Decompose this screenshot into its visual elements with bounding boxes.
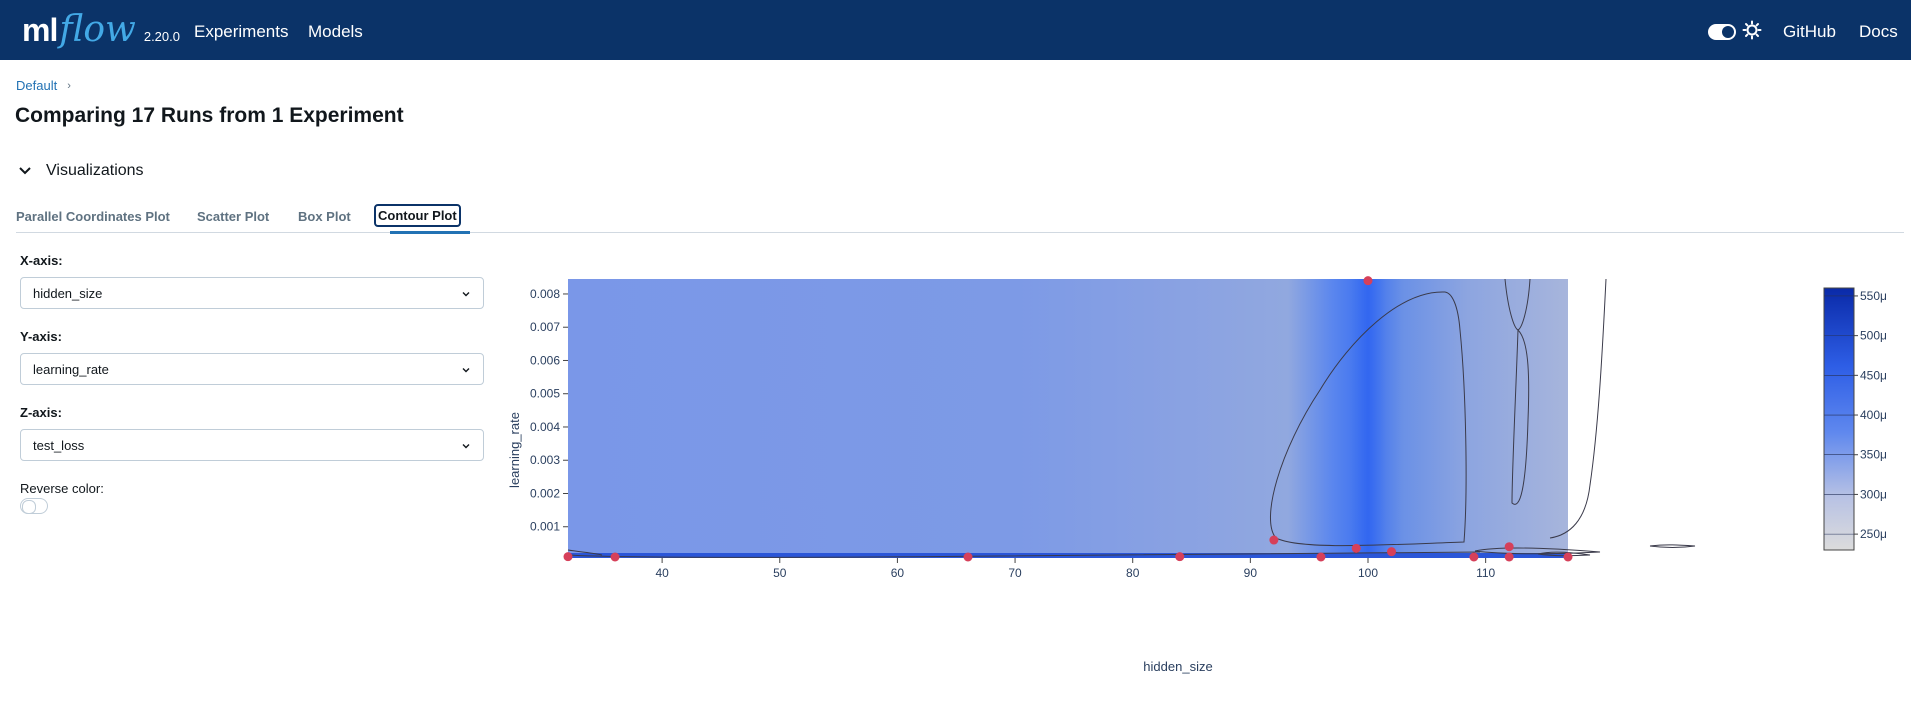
active-tab-underline: [390, 231, 470, 234]
colorbar-label: 500μ: [1860, 329, 1887, 343]
run-point[interactable]: [963, 552, 973, 562]
chevron-down-icon: [462, 444, 470, 449]
mlflow-logo[interactable]: ml flow 2.20.0: [22, 8, 180, 52]
reverse-color-switch[interactable]: [20, 498, 48, 514]
visualizations-section-header[interactable]: Visualizations: [16, 162, 144, 180]
contour-fill: [568, 279, 1568, 558]
y-tick-label: 0.008: [530, 287, 560, 301]
y-axis-label: Y-axis:: [20, 329, 62, 344]
tab-scatter-plot[interactable]: Scatter Plot: [197, 209, 270, 224]
y-tick-label: 0.006: [530, 353, 560, 367]
z-axis-select[interactable]: test_loss: [20, 429, 484, 461]
nav-models-link[interactable]: Models: [308, 22, 363, 41]
page-title: Comparing 17 Runs from 1 Experiment: [15, 104, 404, 127]
section-title: Visualizations: [46, 162, 144, 179]
run-point[interactable]: [1563, 552, 1573, 562]
contour-line: [1649, 544, 1696, 548]
y-axis-select[interactable]: learning_rate: [20, 353, 484, 385]
sun-icon[interactable]: [1742, 20, 1762, 40]
z-axis-value: test_loss: [33, 438, 85, 453]
colorbar-label: 350μ: [1860, 448, 1887, 462]
chevron-down-icon[interactable]: [16, 162, 34, 180]
breadcrumb-separator: ›: [67, 79, 71, 92]
tab-parallel-coordinates[interactable]: Parallel Coordinates Plot: [16, 209, 170, 224]
contour-line: [567, 551, 1481, 558]
docs-link[interactable]: Docs: [1859, 22, 1898, 41]
logo-flow-text: flow: [59, 9, 136, 50]
run-point[interactable]: [1175, 552, 1185, 562]
chevron-down-icon: [462, 292, 470, 297]
x-axis-select[interactable]: hidden_size: [20, 277, 484, 309]
run-point[interactable]: [563, 552, 573, 562]
contour-line: [1549, 278, 1607, 539]
y-axis-title: learning_rate: [507, 412, 522, 488]
run-point[interactable]: [610, 552, 620, 562]
y-tick-label: 0.001: [530, 520, 560, 534]
colorbar-label: 400μ: [1860, 408, 1887, 422]
x-tick-label: 60: [891, 566, 905, 580]
x-axis-title: hidden_size: [1143, 659, 1212, 674]
run-point[interactable]: [1351, 543, 1361, 553]
theme-toggle[interactable]: [1708, 24, 1736, 40]
run-point[interactable]: [1363, 276, 1373, 286]
contour-line: [567, 549, 603, 556]
top-navbar: ml flow 2.20.0 Experiments Models GitHub…: [0, 0, 1911, 60]
y-tick-label: 0.005: [530, 387, 560, 401]
visualization-tabs: Parallel Coordinates Plot Scatter Plot B…: [16, 203, 1904, 234]
y-tick-label: 0.004: [530, 420, 560, 434]
breadcrumb-default-link[interactable]: Default: [16, 78, 58, 93]
contour-plot: 40 50 60 70 80 90 100 110 0.001 0.002 0.003 0.004 0.…: [507, 276, 1887, 674]
nav-experiments-link[interactable]: Experiments: [194, 22, 289, 41]
contour-line: [1269, 291, 1467, 547]
run-point[interactable]: [1316, 552, 1326, 562]
x-axis-value: hidden_size: [33, 286, 103, 301]
y-tick-label: 0.002: [530, 486, 560, 500]
colorbar: [1823, 287, 1855, 551]
version-label: 2.20.0: [143, 29, 180, 44]
x-tick-label: 100: [1358, 566, 1378, 580]
run-point[interactable]: [1504, 542, 1514, 552]
y-tick-label: 0.007: [530, 320, 560, 334]
reverse-color-label: Reverse color:: [20, 481, 104, 496]
x-axis-label: X-axis:: [20, 253, 63, 268]
chevron-down-icon: [462, 368, 470, 373]
colorbar-label: 450μ: [1860, 368, 1887, 382]
run-point[interactable]: [1269, 535, 1279, 545]
y-tick-label: 0.003: [530, 453, 560, 467]
tab-contour-plot[interactable]: Contour Plot: [374, 204, 461, 227]
github-link[interactable]: GitHub: [1783, 22, 1836, 41]
x-tick-label: 80: [1126, 566, 1140, 580]
run-point[interactable]: [1469, 552, 1479, 562]
contour-line: [1511, 329, 1530, 505]
tab-box-plot[interactable]: Box Plot: [298, 209, 351, 224]
x-tick-label: 110: [1476, 566, 1495, 580]
z-axis-label: Z-axis:: [20, 405, 62, 420]
colorbar-label: 300μ: [1860, 487, 1887, 501]
x-tick-label: 90: [1244, 566, 1258, 580]
breadcrumb: Default ›: [16, 78, 71, 93]
colorbar-label: 250μ: [1860, 527, 1887, 541]
run-point[interactable]: [1504, 552, 1514, 562]
logo-ml-text: ml: [22, 12, 58, 48]
y-axis-value: learning_rate: [33, 362, 109, 377]
x-tick-label: 70: [1008, 566, 1022, 580]
run-point[interactable]: [1387, 547, 1397, 557]
colorbar-label: 550μ: [1860, 289, 1887, 303]
x-tick-label: 50: [773, 566, 787, 580]
contour-band: [1350, 279, 1386, 558]
x-tick-label: 40: [655, 566, 669, 580]
contour-line: [1537, 551, 1591, 557]
